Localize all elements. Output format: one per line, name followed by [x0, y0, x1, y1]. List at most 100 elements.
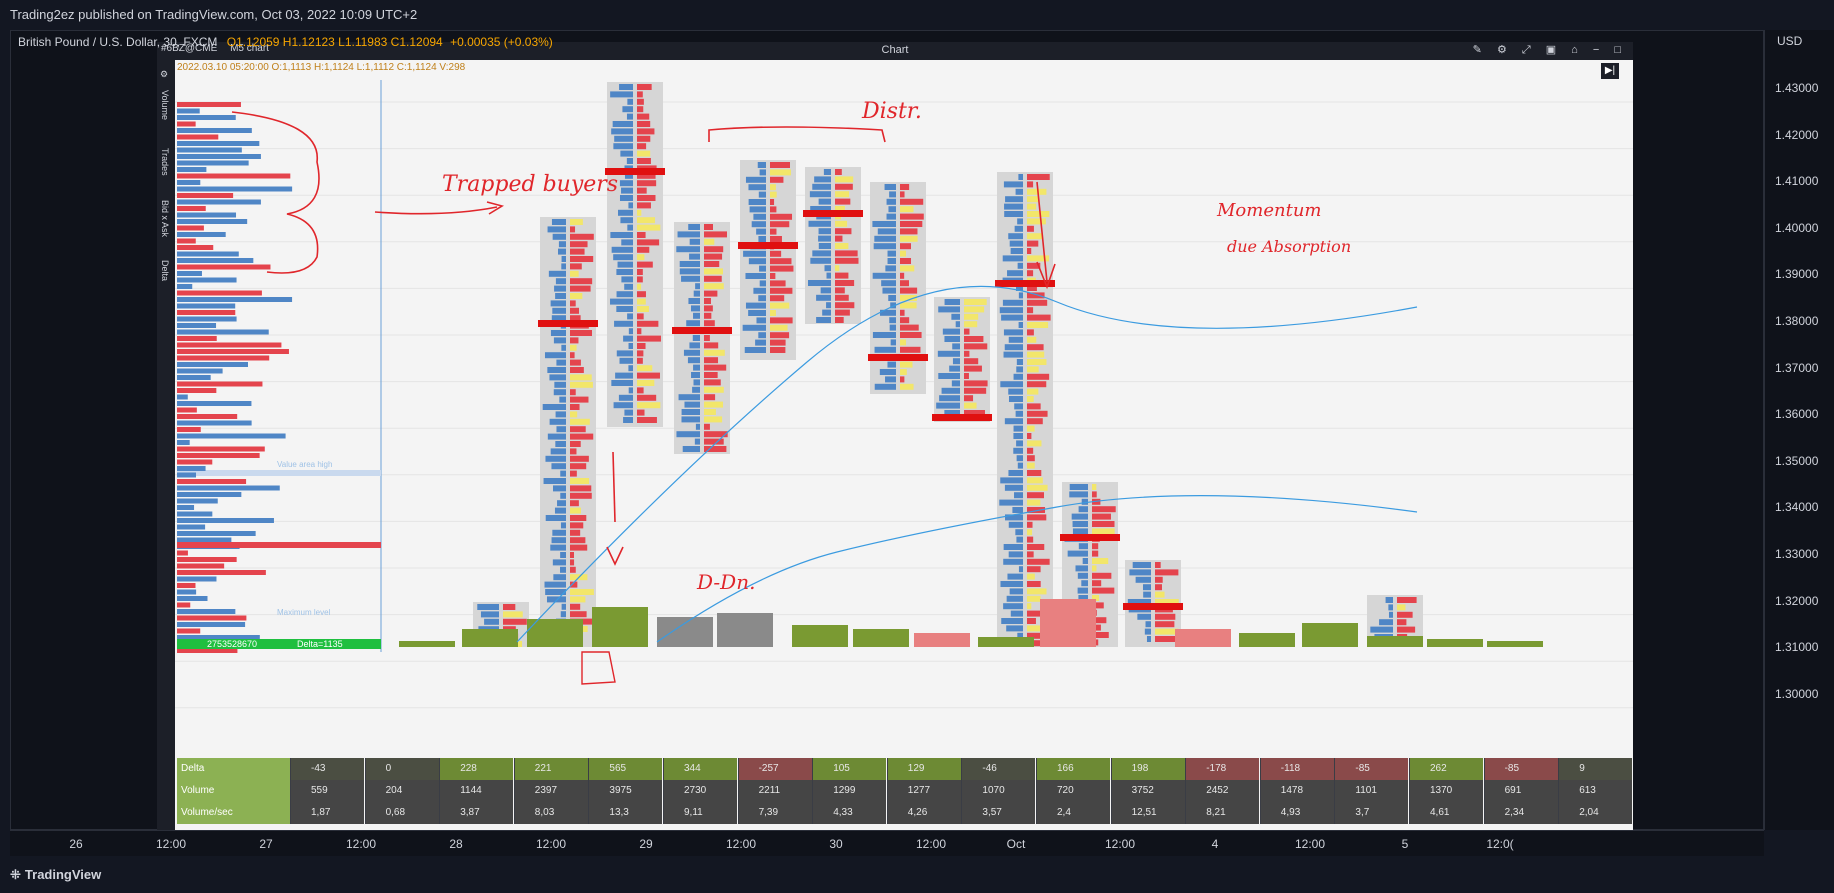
- footprint-ask-cell: [964, 410, 985, 416]
- footprint-bid-cell: [681, 409, 700, 415]
- footprint-bid-cell: [952, 343, 960, 350]
- footprint-ask-cell: [637, 335, 661, 342]
- footprint-bid-cell: [561, 603, 566, 610]
- note-distribution: Distr.: [862, 99, 922, 124]
- footprint-bid-cell: [1003, 329, 1023, 336]
- footprint-bid-cell: [555, 411, 566, 418]
- footprint-bid-cell: [759, 265, 766, 272]
- footprint-ask-cell: [835, 191, 850, 198]
- footprint-ask-cell: [770, 273, 776, 279]
- footprint-ask-cell: [637, 320, 659, 327]
- footprint-bid-cell: [628, 202, 633, 209]
- volume-bar: [462, 629, 518, 647]
- footprint-ask-cell: [835, 183, 853, 190]
- footprint-bid-cell: [816, 294, 831, 301]
- symbol-legend[interactable]: British Pound / U.S. Dollar, 30, FXCM O1…: [18, 35, 553, 49]
- annotation-volume-circle: [581, 651, 616, 685]
- profile-bar: [177, 394, 188, 400]
- footprint-bid-cell: [1014, 403, 1023, 410]
- note-momentum: Momentum: [1217, 200, 1322, 221]
- footprint-bid-cell: [624, 283, 633, 290]
- footprint-ask-cell: [835, 198, 851, 205]
- price-axis[interactable]: USD 1.43000 1.42000 1.41000 1.40000 1.39000 1…: [1764, 30, 1834, 830]
- footprint-ask-cell: [570, 463, 587, 470]
- footprint-ask-cell: [637, 113, 650, 120]
- footprint-ask-cell: [900, 339, 907, 346]
- footprint-bid-cell: [689, 342, 700, 349]
- poc-marker: [1123, 603, 1183, 610]
- time-axis[interactable]: 26 12:00 27 12:00 28 12:00 29 12:00 30 12:00 Oct 12…: [10, 830, 1764, 856]
- side-tab-trades[interactable]: Trades: [160, 148, 170, 176]
- footprint-bid-cell: [1077, 587, 1088, 594]
- profile-bar: [177, 466, 206, 471]
- inner-symbol-label[interactable]: #6BZ@CME: [161, 43, 218, 54]
- footprint-bid-cell: [687, 357, 700, 364]
- stats-cell: 12,51: [1110, 802, 1185, 824]
- footprint-ask-cell: [835, 302, 855, 309]
- footprint-bid-cell: [628, 343, 633, 349]
- footprint-ask-cell: [1155, 562, 1161, 568]
- footprint-ask-cell: [570, 367, 584, 373]
- footprint-ask-cell: [770, 302, 790, 309]
- footprint-bid-cell: [621, 276, 633, 283]
- footprint-bid-cell: [1137, 613, 1151, 620]
- stats-cell: -85: [1334, 758, 1409, 780]
- profile-bar: [177, 375, 211, 380]
- footprint-ask-cell: [637, 202, 651, 209]
- footprint-bid-cell: [560, 492, 566, 499]
- scroll-to-end-button[interactable]: ▶|: [1601, 63, 1619, 79]
- footprint-ask-cell: [900, 243, 911, 250]
- side-tab-volume[interactable]: Volume: [160, 90, 170, 121]
- footprint-ask-cell: [570, 441, 581, 447]
- currency-label[interactable]: USD: [1777, 34, 1803, 48]
- footprint-ask-cell: [770, 250, 782, 257]
- footprint-ask-cell: [637, 246, 650, 253]
- annotation-arrowhead: [486, 201, 505, 215]
- footprint-bid-cell: [1075, 565, 1088, 572]
- footprint-bid-cell: [745, 273, 766, 279]
- stats-cell: 2730: [663, 780, 737, 802]
- footprint-bid-cell: [1008, 521, 1023, 528]
- footprint-ask-cell: [1027, 618, 1036, 624]
- inner-chart-type[interactable]: M5 chart: [230, 43, 269, 54]
- profile-bar: [177, 180, 201, 185]
- footprint-bid-cell: [944, 410, 960, 416]
- footprint-bid-cell: [613, 402, 633, 409]
- stats-cell: 1299: [812, 780, 887, 802]
- gear-icon[interactable]: ⚙: [160, 70, 170, 80]
- tradingview-logo[interactable]: ⁜ TradingView: [10, 867, 102, 882]
- footprint-bid-cell: [874, 383, 896, 390]
- footprint-ask-cell: [570, 330, 593, 336]
- footprint-ask-cell: [835, 294, 849, 301]
- side-tab-bid-ask[interactable]: Bid x Ask: [160, 200, 170, 238]
- footprint-bid-cell: [547, 433, 566, 440]
- footprint-bid-cell: [688, 224, 700, 230]
- footprint-ask-cell: [1155, 569, 1179, 576]
- footprint-ask-cell: [637, 261, 653, 268]
- footprint-bid-cell: [552, 529, 566, 536]
- footprint-ask-cell: [704, 342, 719, 349]
- footprint-bid-cell: [1018, 292, 1023, 299]
- price-tick: 1.34000: [1775, 500, 1819, 515]
- footprint-ask-cell: [900, 302, 917, 309]
- footprint-ask-cell: [835, 287, 845, 294]
- inner-toolbar-icons[interactable]: ✎ ⚙ ⤢ ▣ ⌂ − □: [1472, 44, 1627, 56]
- footprint-bid-cell: [549, 374, 566, 381]
- footprint-ask-cell: [704, 290, 718, 297]
- footprint-ask-cell: [964, 328, 970, 335]
- profile-bar: [177, 128, 252, 133]
- symbol-name[interactable]: British Pound / U.S. Dollar, 30, FXCM: [18, 35, 218, 49]
- footprint-ask-cell: [1155, 613, 1176, 620]
- footprint-bid-cell: [611, 128, 633, 135]
- volume-bar: [853, 629, 909, 647]
- stats-cell: 3,7: [1334, 802, 1409, 824]
- footprint-ask-cell: [1027, 388, 1039, 395]
- footprint-ask-cell: [964, 299, 987, 305]
- footprint-ask-cell: [1092, 558, 1109, 564]
- side-tab-delta[interactable]: Delta: [160, 260, 170, 282]
- footprint-ask-cell: [770, 162, 790, 168]
- footprint-ask-cell: [900, 265, 915, 272]
- footprint-bid-cell: [881, 280, 896, 287]
- volume-bar: [399, 641, 455, 647]
- footprint-bid-cell: [1388, 604, 1393, 611]
